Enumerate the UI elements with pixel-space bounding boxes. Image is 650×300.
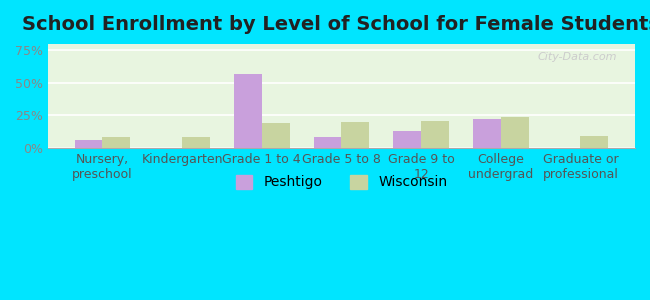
Bar xyxy=(262,123,290,148)
Bar xyxy=(103,137,130,148)
Bar xyxy=(580,136,608,148)
Bar xyxy=(313,137,341,148)
Bar xyxy=(182,137,210,148)
Bar xyxy=(234,74,262,148)
Bar xyxy=(393,131,421,148)
Title: School Enrollment by Level of School for Female Students: School Enrollment by Level of School for… xyxy=(23,15,650,34)
Bar xyxy=(473,119,500,148)
Bar xyxy=(421,121,449,148)
Bar xyxy=(500,117,528,148)
Bar xyxy=(341,122,369,148)
Bar xyxy=(75,140,103,148)
Legend: Peshtigo, Wisconsin: Peshtigo, Wisconsin xyxy=(230,169,452,195)
Text: City-Data.com: City-Data.com xyxy=(538,52,617,62)
